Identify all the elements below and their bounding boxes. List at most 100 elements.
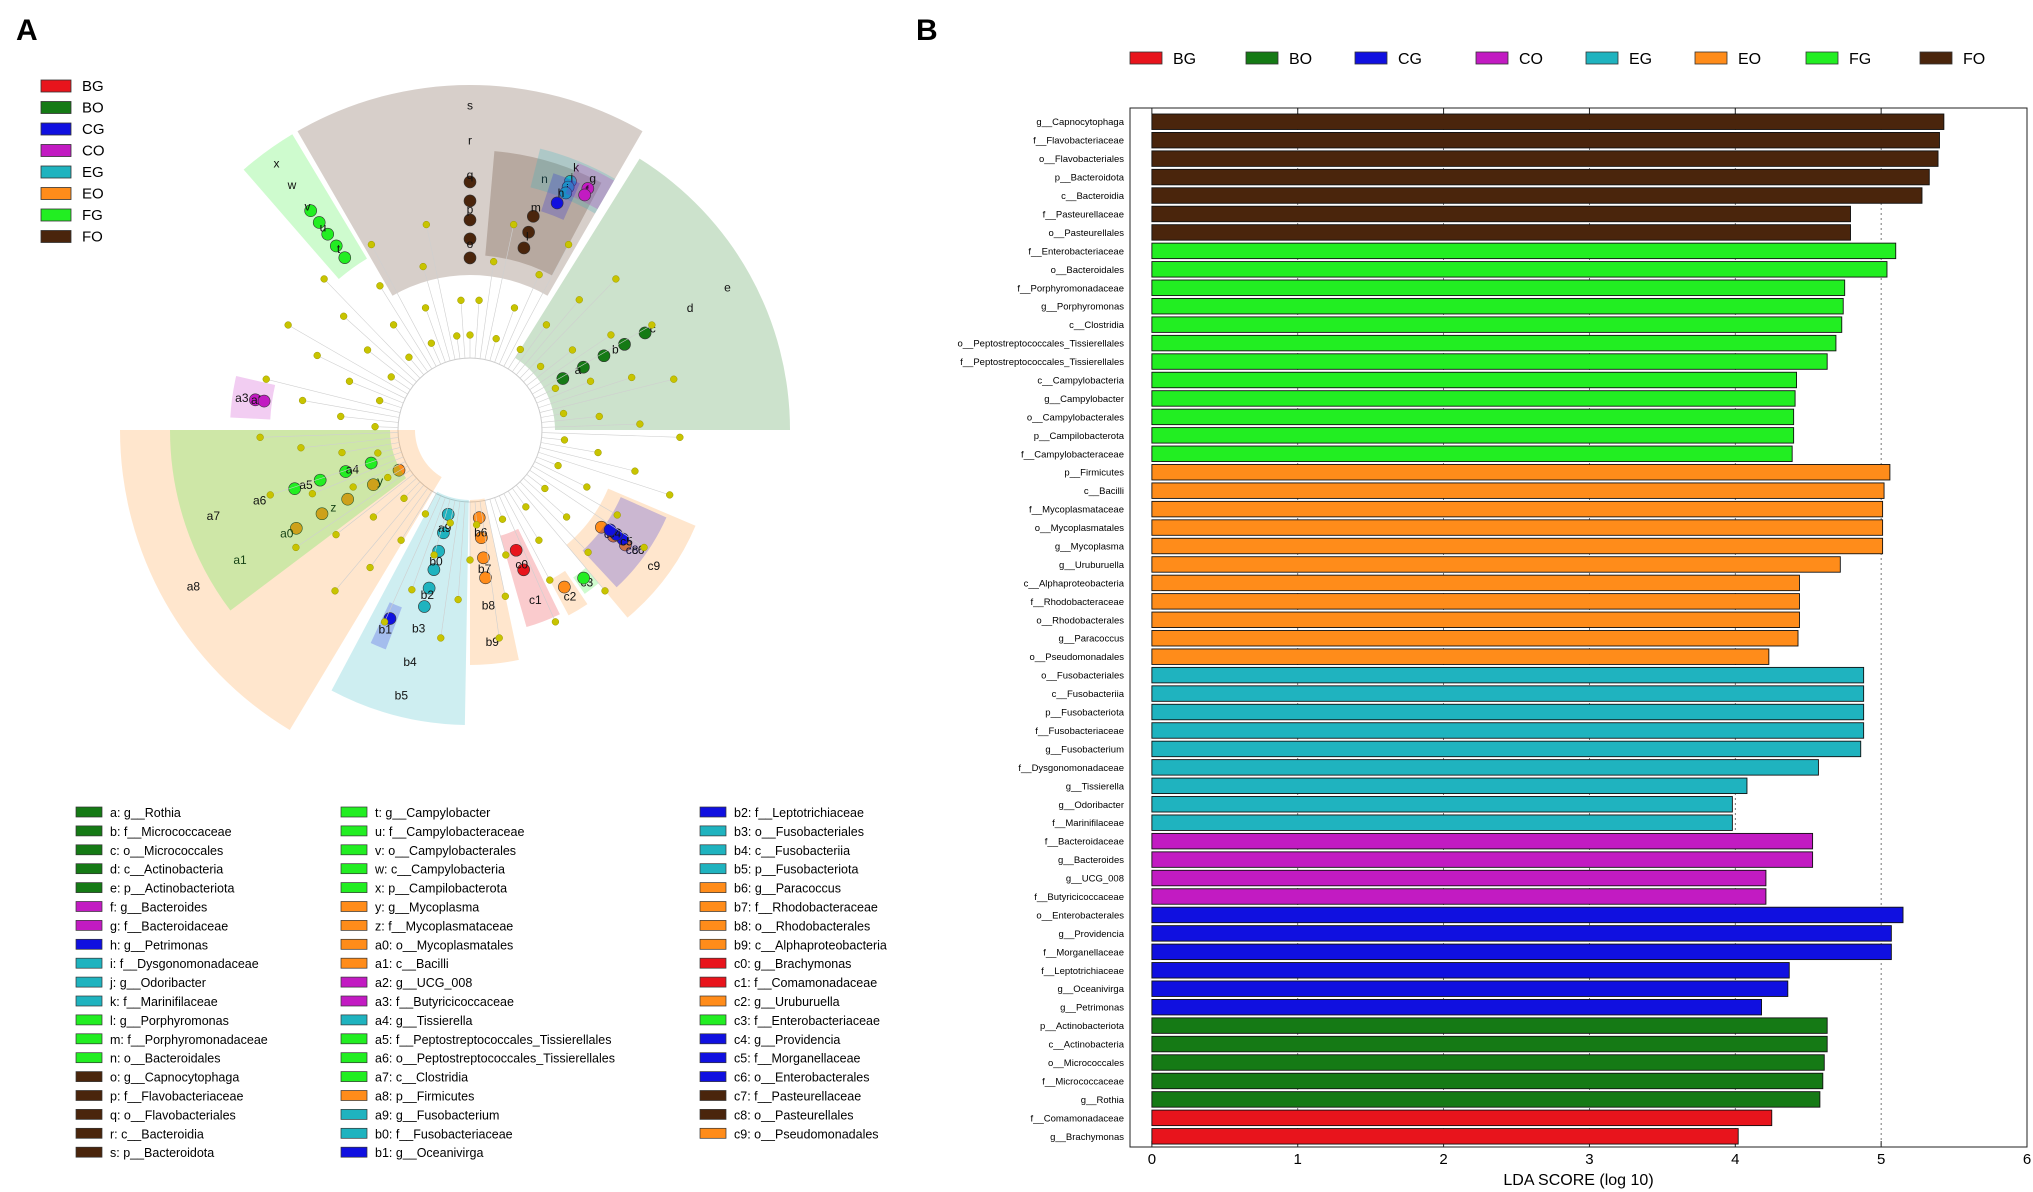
cladogram-neutral-node [421, 510, 430, 518]
cladogram-branch [538, 451, 670, 496]
cladogram-neutral-node [363, 346, 372, 354]
lda-bar [1151, 925, 1892, 942]
cladogram-neutral-node [502, 551, 510, 559]
key-entry-f: f: g__Bacteroides [110, 901, 207, 915]
taxon-label: f__Morganellaceae [1043, 947, 1124, 958]
clade-label-g: g [589, 171, 596, 185]
cladogram-neutral-node [551, 618, 560, 626]
clade-node-a2 [257, 394, 271, 408]
clade-sector-eo [566, 488, 696, 618]
cladogram-branch [507, 349, 521, 370]
cladogram-neutral-node [584, 548, 592, 556]
cladogram-neutral-node [408, 586, 416, 594]
taxon-label: c__Clostridia [1069, 320, 1125, 331]
bar-legend-label-eg: EG [1629, 51, 1652, 68]
cladogram-branch [539, 447, 636, 472]
clade-node-l [517, 241, 531, 255]
cladogram-branch [529, 470, 645, 548]
cladogram-branch [287, 324, 408, 395]
key-swatch-a7 [340, 1071, 368, 1082]
key-swatch-c6 [699, 1071, 727, 1082]
clade-node-r [463, 194, 477, 208]
cladogram-branch [431, 343, 441, 365]
lda-bar [1151, 796, 1733, 813]
key-entry-c2: c2: g__Uruburuella [734, 995, 840, 1009]
key-entry-b3: b3: o__Fusobacteriales [734, 825, 864, 839]
cladogram-branch [433, 499, 451, 556]
cladogram-neutral-node [371, 423, 379, 431]
lda-bar [1151, 537, 1884, 555]
cladogram-neutral-node [541, 484, 549, 493]
clado-legend-label-eo: EO [82, 186, 104, 203]
cladogram-neutral-node [501, 592, 509, 600]
cladogram-neutral-node [292, 543, 300, 552]
cladogram-branch [540, 413, 564, 418]
cladogram-branch [484, 224, 514, 360]
key-entry-h: h: g__Petrimonas [110, 938, 208, 952]
lda-bar [1151, 980, 1789, 997]
cladogram-neutral-node [380, 618, 389, 626]
key-swatch-l [75, 1014, 103, 1026]
clade-label-r: r [468, 133, 472, 147]
lda-bar [1151, 722, 1865, 739]
key-swatch-h [75, 938, 103, 950]
clade-node-i [559, 186, 573, 200]
cladogram-neutral-node [313, 351, 321, 360]
clade-node-m [522, 225, 535, 239]
key-swatch-a4 [340, 1014, 368, 1026]
key-entry-b7: b7: f__Rhodobacteraceae [734, 901, 878, 915]
clade-label-a8: a8 [187, 580, 201, 594]
taxon-label: g__Tissierella [1066, 781, 1125, 792]
cladogram-branch [494, 497, 503, 520]
key-entry-c4: c4: g__Providencia [734, 1033, 840, 1047]
taxon-label: p__Campilobacterota [1034, 431, 1125, 442]
key-entry-a5: a5: f__Peptostreptococcales_Tissierellal… [375, 1033, 611, 1047]
cladogram-branch [387, 465, 408, 478]
key-swatch-c5 [699, 1052, 727, 1064]
taxon-label: f__Mycoplasmataceae [1029, 505, 1124, 516]
x-tick-label: 4 [1731, 1151, 1739, 1168]
clade-label-a0: a0 [280, 527, 294, 541]
cladogram-key: a: g__Rothia b: f__Micrococcaceae c: o__Mi… [75, 806, 887, 1160]
clade-sector-eo [549, 570, 588, 616]
cladogram-branch [503, 493, 551, 581]
key-swatch-p [75, 1090, 103, 1101]
bar-legend-label-fg: FG [1849, 51, 1871, 68]
x-tick-label: 6 [2023, 1151, 2031, 1168]
cladogram-neutral-node [340, 312, 348, 320]
key-swatch-b5 [699, 863, 727, 875]
cladogram-branch [334, 484, 424, 592]
lda-bar [1151, 574, 1800, 592]
key-entry-s: s: p__Bacteroidota [110, 1146, 214, 1160]
clade-label-m: m [531, 201, 541, 215]
cladogram-neutral-node [631, 467, 639, 475]
cladogram-branch [312, 456, 404, 494]
clade-label-y: y [377, 474, 383, 488]
key-entry-r: r: c__Bacteroidia [110, 1127, 204, 1141]
lda-bar [1151, 832, 1814, 850]
key-entry-w: w: c__Campylobacteria [374, 863, 505, 877]
key-swatch-b6 [699, 882, 727, 893]
taxon-label: g__Providencia [1059, 929, 1125, 940]
taxon-label: f__Micrococcaceae [1042, 1076, 1124, 1087]
lda-bar [1151, 113, 1945, 130]
cladogram-branch [343, 316, 417, 383]
bar-legend-swatch-co [1475, 51, 1509, 65]
clade-node-c1 [517, 563, 530, 577]
x-tick-label: 2 [1439, 1151, 1447, 1168]
lda-bar [1151, 187, 1923, 204]
clade-node-c3 [577, 571, 590, 585]
key-entry-b9: b9: c__Alphaproteobacteria [734, 938, 887, 952]
lda-bar [1151, 888, 1767, 905]
cladogram-neutral-node [384, 473, 392, 482]
key-swatch-b2 [699, 806, 727, 818]
key-swatch-b3 [699, 825, 727, 837]
taxon-label: f__Porphyromonadaceae [1017, 283, 1124, 294]
key-swatch-a3 [340, 995, 368, 1007]
lda-bar [1151, 131, 1940, 149]
clade-node-c0 [509, 543, 523, 557]
lda-bar [1151, 666, 1865, 684]
key-swatch-s [75, 1146, 103, 1158]
cladogram-branch [403, 481, 421, 499]
